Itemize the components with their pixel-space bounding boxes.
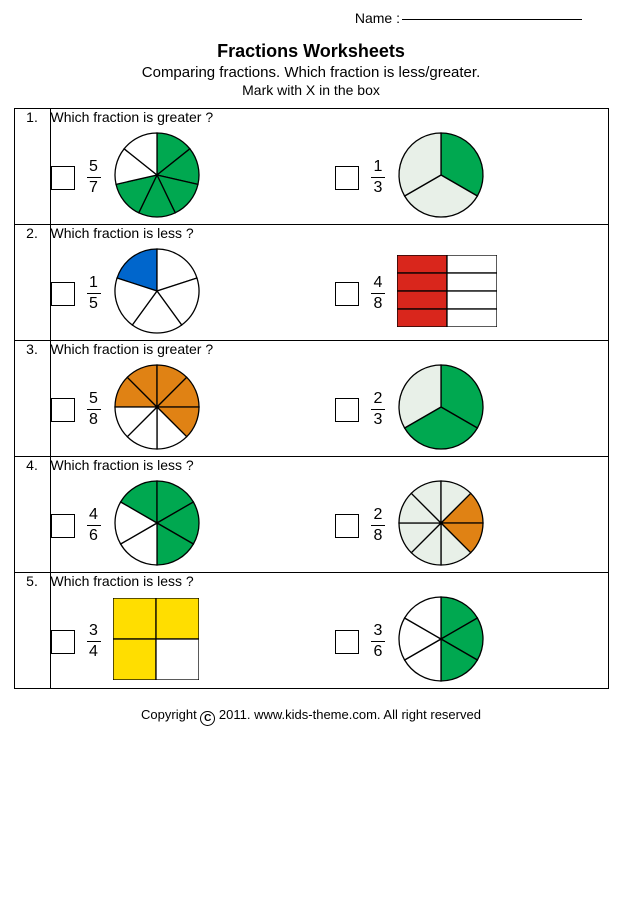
fraction-right: 2 3	[371, 391, 385, 428]
name-field: Name :	[10, 10, 612, 26]
fraction-denominator: 8	[374, 526, 383, 544]
option-left: 1 5	[51, 247, 324, 340]
fraction-denominator: 5	[89, 294, 98, 312]
option-right: 4 8	[335, 255, 608, 332]
fraction-denominator: 8	[374, 294, 383, 312]
problem-row: 3. Which fraction is greater ? 5 8 2 3	[14, 341, 608, 457]
problem-content: Which fraction is greater ? 5 8 2 3	[50, 341, 608, 457]
problem-number: 4.	[14, 457, 50, 573]
header-block: Fractions Worksheets Comparing fractions…	[10, 41, 612, 98]
option-right: 3 6	[335, 595, 608, 688]
worksheet-subtitle: Comparing fractions. Which fraction is l…	[10, 64, 612, 81]
problem-question: Which fraction is greater ?	[51, 109, 608, 125]
fraction-numerator: 5	[89, 159, 98, 177]
answer-checkbox-right[interactable]	[335, 398, 359, 422]
fraction-left: 4 6	[87, 507, 101, 544]
footer: Copyright C 2011. www.kids-theme.com. Al…	[10, 707, 612, 726]
problem-question: Which fraction is less ?	[51, 457, 608, 473]
problem-question: Which fraction is greater ?	[51, 341, 608, 357]
options-row: 5 8 2 3	[51, 363, 608, 456]
fraction-diagram-right	[397, 255, 497, 332]
footer-copyright-pre: Copyright	[141, 707, 200, 722]
problem-row: 4. Which fraction is less ? 4 6 2 8	[14, 457, 608, 573]
name-blank-line[interactable]	[402, 19, 582, 20]
fraction-numerator: 4	[89, 507, 98, 525]
option-right: 2 8	[335, 479, 608, 572]
answer-checkbox-left[interactable]	[51, 630, 75, 654]
fraction-right: 3 6	[371, 623, 385, 660]
answer-checkbox-right[interactable]	[335, 514, 359, 538]
problem-question: Which fraction is less ?	[51, 573, 608, 589]
problem-question: Which fraction is less ?	[51, 225, 608, 241]
problem-row: 1. Which fraction is greater ? 5 7 1 3	[14, 109, 608, 225]
problem-number: 5.	[14, 573, 50, 689]
worksheet-title: Fractions Worksheets	[10, 41, 612, 62]
fraction-denominator: 4	[89, 642, 98, 660]
answer-checkbox-left[interactable]	[51, 166, 75, 190]
option-left: 4 6	[51, 479, 324, 572]
options-row: 1 5 4 8	[51, 247, 608, 340]
fraction-left: 3 4	[87, 623, 101, 660]
problem-row: 2. Which fraction is less ? 1 5 4 8	[14, 225, 608, 341]
fraction-right: 1 3	[371, 159, 385, 196]
fraction-diagram-right	[397, 595, 485, 688]
fraction-denominator: 6	[89, 526, 98, 544]
problem-number: 1.	[14, 109, 50, 225]
fraction-numerator: 5	[89, 391, 98, 409]
answer-checkbox-left[interactable]	[51, 514, 75, 538]
name-label: Name :	[355, 10, 400, 26]
option-right: 2 3	[335, 363, 608, 456]
option-right: 1 3	[335, 131, 608, 224]
fraction-diagram-left	[113, 363, 201, 456]
problem-content: Which fraction is less ? 4 6 2 8	[50, 457, 608, 573]
problem-number: 3.	[14, 341, 50, 457]
fraction-denominator: 7	[89, 178, 98, 196]
fraction-numerator: 3	[374, 623, 383, 641]
answer-checkbox-right[interactable]	[335, 282, 359, 306]
options-row: 4 6 2 8	[51, 479, 608, 572]
fraction-left: 5 7	[87, 159, 101, 196]
fraction-left: 5 8	[87, 391, 101, 428]
problem-row: 5. Which fraction is less ? 3 4 3 6	[14, 573, 608, 689]
fraction-diagram-left	[113, 479, 201, 572]
fraction-right: 4 8	[371, 275, 385, 312]
answer-checkbox-right[interactable]	[335, 630, 359, 654]
fraction-numerator: 3	[89, 623, 98, 641]
fraction-numerator: 1	[374, 159, 383, 177]
answer-checkbox-left[interactable]	[51, 282, 75, 306]
fraction-numerator: 4	[374, 275, 383, 293]
fraction-denominator: 3	[374, 410, 383, 428]
answer-checkbox-left[interactable]	[51, 398, 75, 422]
options-row: 5 7 1 3	[51, 131, 608, 224]
footer-copyright-post: 2011. www.kids-theme.com. All right rese…	[219, 707, 481, 722]
fraction-diagram-left	[113, 247, 201, 340]
fraction-diagram-right	[397, 131, 485, 224]
fraction-left: 1 5	[87, 275, 101, 312]
problem-content: Which fraction is less ? 1 5 4 8	[50, 225, 608, 341]
options-row: 3 4 3 6	[51, 595, 608, 688]
problem-content: Which fraction is less ? 3 4 3 6	[50, 573, 608, 689]
fraction-denominator: 8	[89, 410, 98, 428]
fraction-numerator: 1	[89, 275, 98, 293]
fraction-diagram-right	[397, 363, 485, 456]
answer-checkbox-right[interactable]	[335, 166, 359, 190]
fraction-denominator: 3	[374, 178, 383, 196]
problem-content: Which fraction is greater ? 5 7 1 3	[50, 109, 608, 225]
worksheet-instruction: Mark with X in the box	[10, 82, 612, 98]
fraction-diagram-right	[397, 479, 485, 572]
fraction-right: 2 8	[371, 507, 385, 544]
fraction-denominator: 6	[374, 642, 383, 660]
copyright-icon: C	[200, 711, 215, 726]
fraction-numerator: 2	[374, 507, 383, 525]
fraction-diagram-left	[113, 131, 201, 224]
option-left: 5 7	[51, 131, 324, 224]
fraction-diagram-left	[113, 598, 199, 685]
option-left: 3 4	[51, 598, 324, 685]
fraction-numerator: 2	[374, 391, 383, 409]
problem-number: 2.	[14, 225, 50, 341]
worksheet-table: 1. Which fraction is greater ? 5 7 1 3 2…	[14, 108, 609, 689]
option-left: 5 8	[51, 363, 324, 456]
